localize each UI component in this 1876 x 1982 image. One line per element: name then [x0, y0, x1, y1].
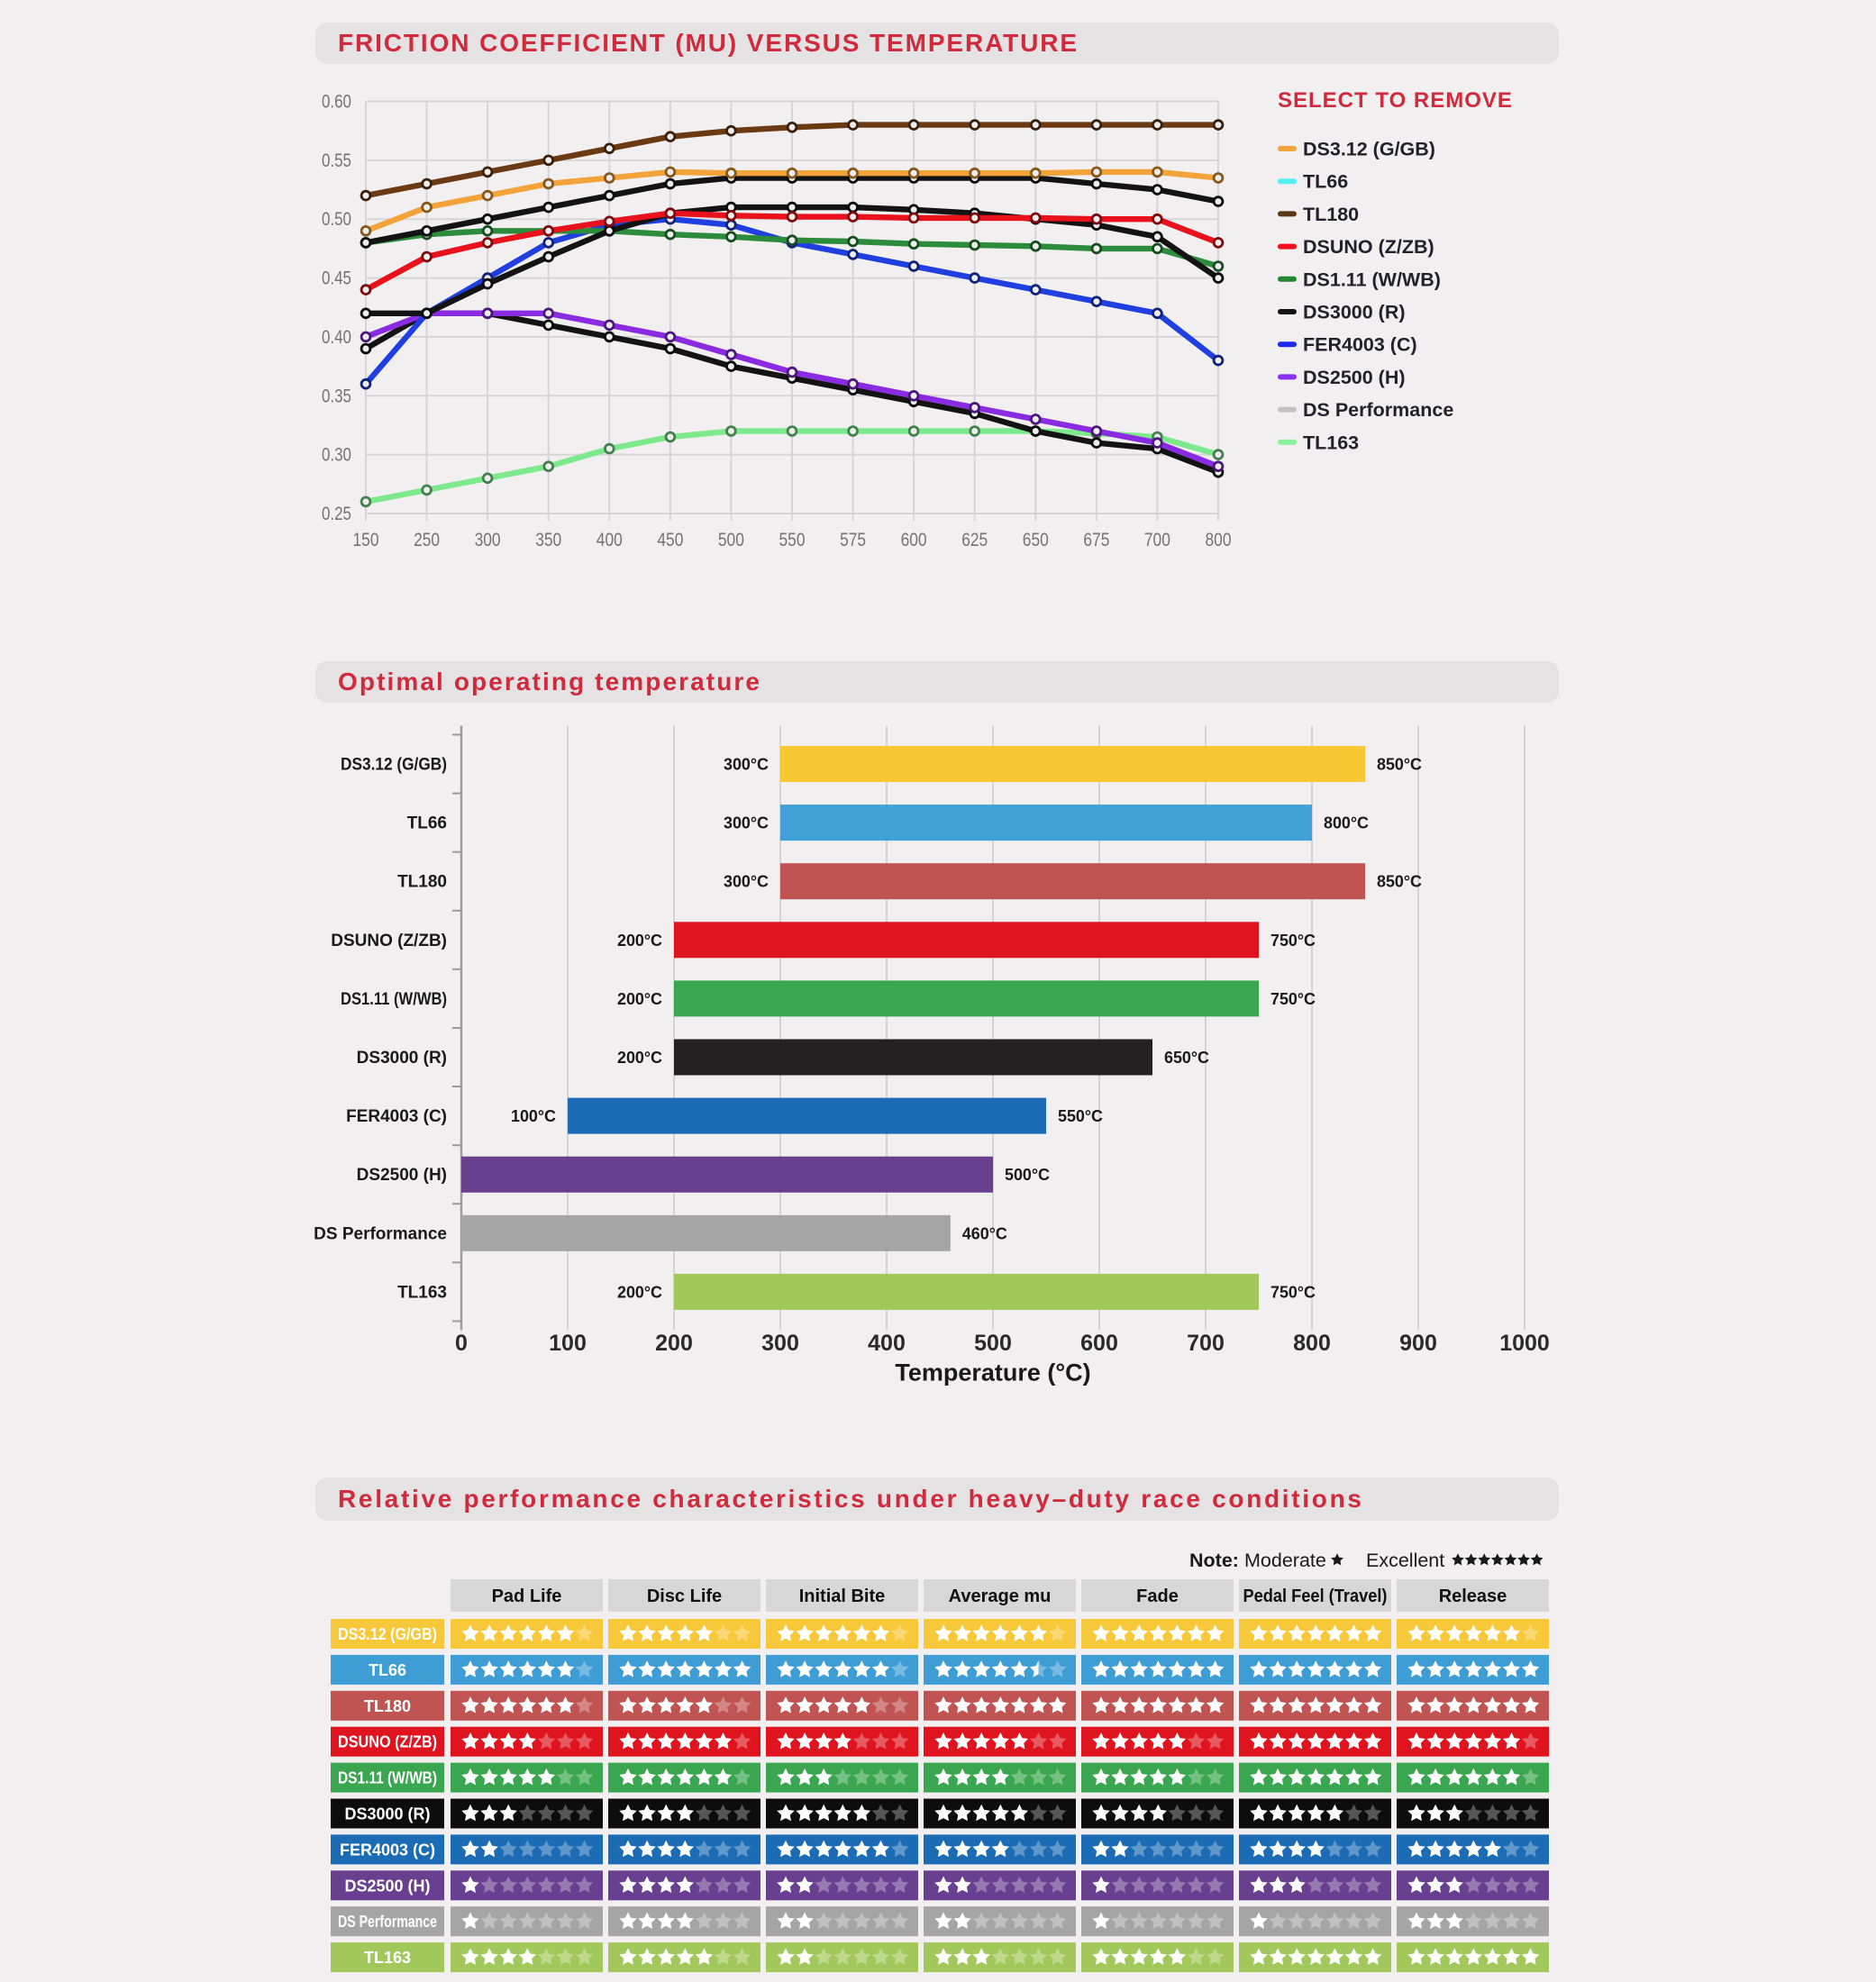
svg-text:TL163: TL163 — [364, 1949, 411, 1967]
svg-text:900: 900 — [1399, 1331, 1437, 1356]
svg-text:DS3.12 (G/GB): DS3.12 (G/GB) — [338, 1625, 437, 1643]
svg-text:FER4003 (C): FER4003 (C) — [340, 1841, 435, 1859]
svg-text:DS1.11 (W/WB): DS1.11 (W/WB) — [341, 990, 447, 1009]
svg-text:250: 250 — [414, 529, 440, 550]
svg-text:200°C: 200°C — [617, 1282, 662, 1301]
svg-text:200: 200 — [655, 1331, 693, 1356]
svg-text:0: 0 — [455, 1331, 468, 1356]
svg-text:300°C: 300°C — [724, 814, 769, 832]
svg-text:DS1.11 (W/WB): DS1.11 (W/WB) — [1303, 268, 1441, 290]
svg-text:DS3000 (R): DS3000 (R) — [1303, 302, 1406, 323]
svg-text:DS3.12 (G/GB): DS3.12 (G/GB) — [341, 756, 447, 775]
svg-text:500: 500 — [974, 1331, 1012, 1356]
svg-text:TL180: TL180 — [364, 1697, 411, 1715]
svg-text:TL163: TL163 — [1303, 432, 1359, 453]
svg-text:DS2500 (H): DS2500 (H) — [1303, 367, 1406, 388]
svg-text:DSUNO (Z/ZB): DSUNO (Z/ZB) — [338, 1733, 437, 1751]
svg-text:TL66: TL66 — [1303, 171, 1348, 193]
svg-text:DS3000 (R): DS3000 (R) — [344, 1805, 430, 1823]
svg-text:0.50: 0.50 — [322, 208, 351, 230]
svg-text:750°C: 750°C — [1270, 989, 1316, 1008]
svg-text:DS3000 (R): DS3000 (R) — [357, 1049, 447, 1068]
svg-text:460°C: 460°C — [962, 1223, 1007, 1242]
svg-text:DS2500 (H): DS2500 (H) — [344, 1877, 430, 1895]
svg-text:Initial Bite: Initial Bite — [799, 1587, 886, 1606]
svg-text:1000: 1000 — [1499, 1331, 1550, 1356]
svg-text:400: 400 — [868, 1331, 906, 1356]
svg-text:100: 100 — [549, 1331, 587, 1356]
svg-text:TL180: TL180 — [1303, 204, 1359, 225]
svg-text:0.60: 0.60 — [322, 91, 351, 113]
svg-text:Excellent: Excellent — [1366, 1550, 1444, 1571]
svg-text:500°C: 500°C — [1005, 1165, 1050, 1184]
svg-text:DS3.12 (G/GB): DS3.12 (G/GB) — [1303, 139, 1435, 160]
svg-text:625: 625 — [961, 529, 988, 550]
svg-text:850°C: 850°C — [1377, 755, 1422, 774]
svg-text:150: 150 — [353, 529, 379, 550]
svg-text:0.45: 0.45 — [322, 268, 351, 289]
svg-text:Pad Life: Pad Life — [492, 1587, 562, 1606]
svg-text:DSUNO (Z/ZB): DSUNO (Z/ZB) — [331, 932, 447, 950]
svg-text:650: 650 — [1023, 529, 1049, 550]
svg-text:550: 550 — [779, 529, 806, 550]
svg-text:300°C: 300°C — [724, 872, 769, 891]
svg-text:550°C: 550°C — [1058, 1106, 1103, 1125]
svg-text:0.40: 0.40 — [322, 326, 351, 348]
svg-text:0.30: 0.30 — [322, 444, 351, 466]
svg-text:DS1.11 (W/WB): DS1.11 (W/WB) — [338, 1769, 437, 1787]
svg-text:575: 575 — [840, 529, 866, 550]
svg-text:DS Performance: DS Performance — [338, 1913, 437, 1931]
svg-text:TL66: TL66 — [369, 1661, 406, 1679]
svg-text:Note:: Note: — [1189, 1550, 1239, 1571]
svg-text:Fade: Fade — [1136, 1587, 1179, 1606]
svg-text:450: 450 — [657, 529, 683, 550]
svg-text:600: 600 — [1080, 1331, 1118, 1356]
svg-text:DSUNO (Z/ZB): DSUNO (Z/ZB) — [1303, 236, 1434, 258]
svg-text:DS Performance: DS Performance — [1303, 399, 1453, 421]
svg-text:TL180: TL180 — [397, 873, 447, 892]
svg-text:800: 800 — [1293, 1331, 1331, 1356]
svg-text:100°C: 100°C — [511, 1106, 556, 1125]
svg-text:Moderate: Moderate — [1244, 1550, 1326, 1571]
svg-text:TL66: TL66 — [407, 814, 447, 833]
svg-text:650°C: 650°C — [1164, 1048, 1209, 1067]
svg-text:300: 300 — [475, 529, 501, 550]
svg-text:800: 800 — [1206, 529, 1232, 550]
svg-text:500: 500 — [718, 529, 744, 550]
svg-text:850°C: 850°C — [1377, 872, 1422, 891]
svg-text:0.35: 0.35 — [322, 385, 351, 406]
svg-text:SELECT TO REMOVE: SELECT TO REMOVE — [1278, 88, 1513, 113]
svg-text:0.25: 0.25 — [322, 503, 351, 524]
svg-text:TL163: TL163 — [397, 1283, 447, 1302]
svg-text:750°C: 750°C — [1270, 1282, 1316, 1301]
svg-text:400: 400 — [596, 529, 623, 550]
svg-text:Disc Life: Disc Life — [647, 1587, 722, 1606]
svg-text:600: 600 — [901, 529, 927, 550]
svg-text:350: 350 — [535, 529, 561, 550]
svg-text:Average mu: Average mu — [949, 1587, 1052, 1606]
svg-text:200°C: 200°C — [617, 931, 662, 950]
svg-text:FER4003 (C): FER4003 (C) — [346, 1107, 447, 1126]
svg-text:700: 700 — [1187, 1331, 1225, 1356]
svg-text:0.55: 0.55 — [322, 150, 351, 171]
svg-text:700: 700 — [1144, 529, 1170, 550]
svg-text:Release: Release — [1439, 1587, 1507, 1606]
svg-text:Pedal Feel (Travel): Pedal Feel (Travel) — [1243, 1587, 1388, 1606]
svg-text:Temperature (°C): Temperature (°C) — [895, 1359, 1090, 1386]
svg-text:300°C: 300°C — [724, 755, 769, 774]
svg-text:DS Performance: DS Performance — [314, 1224, 447, 1243]
svg-text:300: 300 — [761, 1331, 799, 1356]
svg-text:DS2500 (H): DS2500 (H) — [357, 1166, 447, 1185]
svg-text:FER4003 (C): FER4003 (C) — [1303, 334, 1417, 356]
svg-text:750°C: 750°C — [1270, 931, 1316, 950]
svg-text:200°C: 200°C — [617, 1048, 662, 1067]
svg-text:800°C: 800°C — [1324, 814, 1369, 832]
svg-text:675: 675 — [1083, 529, 1109, 550]
svg-text:200°C: 200°C — [617, 989, 662, 1008]
